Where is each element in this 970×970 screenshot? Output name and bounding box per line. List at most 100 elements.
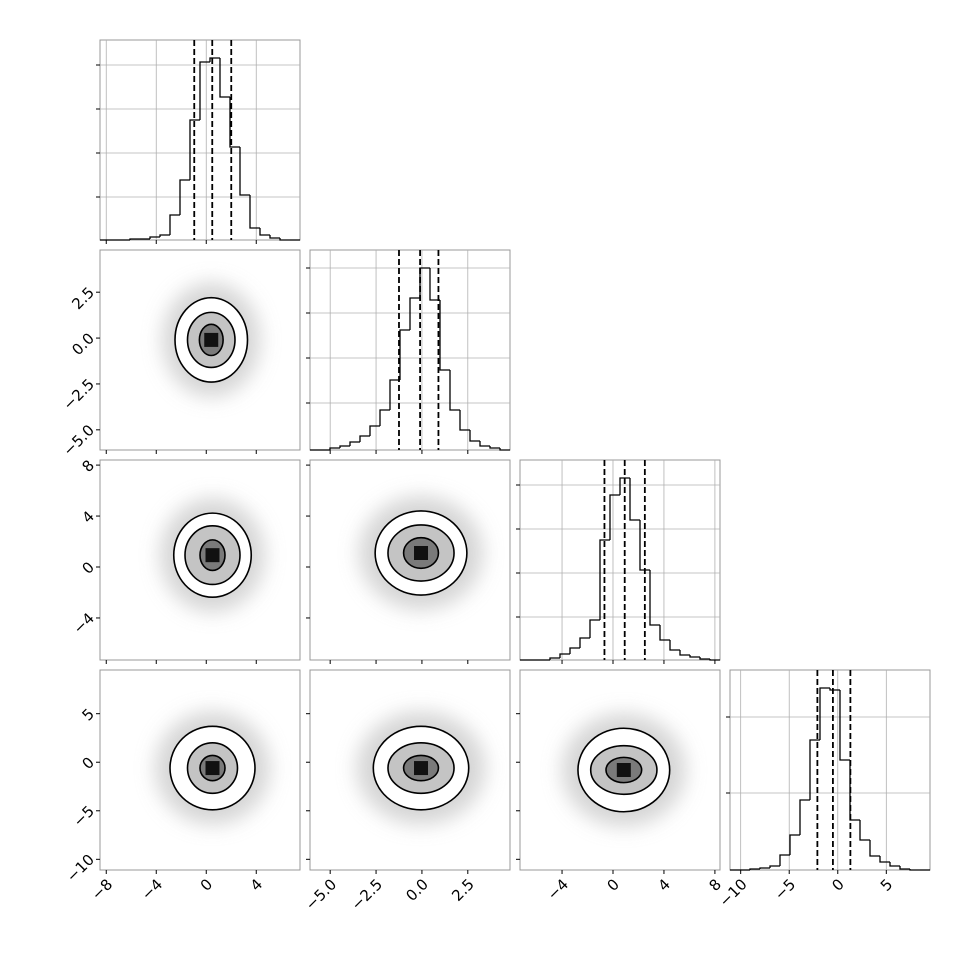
histogram-bin <box>549 657 560 660</box>
x-tick-label: 0.0 <box>402 875 432 905</box>
histogram-bin <box>749 868 760 870</box>
density-peak <box>205 761 220 776</box>
histogram-bin <box>839 690 850 761</box>
histogram-bin <box>279 238 290 241</box>
y-tick-label: 0 <box>79 754 98 773</box>
histogram-bin <box>569 647 580 654</box>
density <box>561 713 686 827</box>
histogram-bin <box>579 637 590 648</box>
histogram-bin <box>889 862 900 867</box>
histogram-bin <box>669 640 680 651</box>
pair-panel <box>99 249 301 451</box>
histogram-bin <box>479 441 490 447</box>
histogram-bin <box>649 570 660 626</box>
histogram-bin <box>469 430 480 442</box>
x-tick-label: −5 <box>771 875 799 903</box>
y-tick-label: 5 <box>79 705 98 724</box>
y-tick-label: 2.5 <box>68 283 98 313</box>
histogram-bin <box>239 147 250 196</box>
histogram-bin <box>909 869 920 871</box>
histogram-bin <box>129 238 140 240</box>
density <box>356 711 486 825</box>
y-tick-label: 0.0 <box>68 329 98 359</box>
density-peak <box>616 763 631 777</box>
histogram-bin <box>459 410 470 431</box>
histogram-bin <box>829 688 840 691</box>
histogram-bin <box>819 687 830 740</box>
histogram-bin <box>399 329 410 380</box>
histogram-bin <box>879 856 890 863</box>
histogram-bin <box>389 379 400 410</box>
histogram-bin <box>809 739 820 800</box>
histogram-bin <box>409 297 420 330</box>
density-peak <box>414 545 429 560</box>
histogram-bin <box>439 300 450 371</box>
histogram-bin <box>869 840 880 857</box>
x-tick-label: 0 <box>604 875 623 894</box>
histogram-bin <box>429 268 440 301</box>
histogram-bin <box>609 494 620 540</box>
x-tick-label: 4 <box>247 875 266 894</box>
x-tick-label: −4 <box>138 875 166 903</box>
histogram-bin <box>329 447 340 450</box>
pair-panel <box>99 669 301 871</box>
histogram-bin <box>789 834 800 855</box>
histogram-bin <box>379 409 390 426</box>
histogram-bin <box>499 448 510 451</box>
histogram-bin <box>779 854 790 866</box>
histogram-bin <box>629 478 640 521</box>
x-tick-label: −2.5 <box>348 875 386 913</box>
histogram-bin <box>219 58 230 98</box>
histogram-bin <box>679 650 690 656</box>
x-tick-label: 0 <box>828 875 847 894</box>
histogram-bin <box>759 867 770 869</box>
histogram-bin <box>189 119 200 180</box>
histogram-bin <box>799 799 810 835</box>
panel <box>309 249 511 451</box>
histogram-bin <box>359 435 370 442</box>
density <box>162 282 261 397</box>
pair-panel <box>99 459 301 661</box>
histogram-bin <box>259 228 270 236</box>
x-tick-label: 5 <box>877 875 896 894</box>
y-tick-label: −2.5 <box>60 375 98 413</box>
histogram-bin <box>559 653 570 658</box>
y-tick-label: 4 <box>79 507 98 526</box>
density <box>155 711 270 825</box>
histogram-bin <box>489 446 500 449</box>
x-tick-label: 4 <box>654 875 673 894</box>
histogram-bin <box>169 214 180 235</box>
y-tick-label: −5 <box>70 802 98 830</box>
y-tick-label: 8 <box>79 456 98 475</box>
histogram-bin <box>689 655 700 658</box>
x-tick-label: 2.5 <box>448 875 478 905</box>
density-peak <box>414 761 429 776</box>
x-tick-label: −10 <box>716 875 751 910</box>
x-tick-label: −8 <box>88 875 116 903</box>
histogram-bin <box>589 619 600 638</box>
x-tick-label: −4 <box>544 875 572 903</box>
pair-panel <box>519 669 721 871</box>
histogram-bin <box>249 195 260 229</box>
y-tick-label: −5.0 <box>60 421 98 459</box>
histogram-bin <box>269 235 280 239</box>
histogram-bin <box>899 866 910 870</box>
histogram-bin <box>769 865 780 868</box>
histogram-bin <box>339 445 350 448</box>
density <box>160 498 265 612</box>
y-tick-label: 0 <box>79 558 98 577</box>
histogram-bin <box>859 820 870 841</box>
histogram-bin <box>619 477 630 495</box>
histogram-bin <box>599 539 610 620</box>
histogram-bin <box>449 370 460 411</box>
x-tick-label: −5.0 <box>302 875 340 913</box>
y-tick-label: −4 <box>70 609 98 637</box>
panel <box>729 669 931 871</box>
histogram-bin <box>709 659 720 661</box>
histogram-bin <box>199 61 210 120</box>
pair-panel <box>309 669 511 871</box>
y-tick-label: −10 <box>63 851 98 886</box>
histogram-bin <box>699 657 710 660</box>
x-tick-label: 0 <box>197 875 216 894</box>
histogram-bin <box>159 234 170 237</box>
